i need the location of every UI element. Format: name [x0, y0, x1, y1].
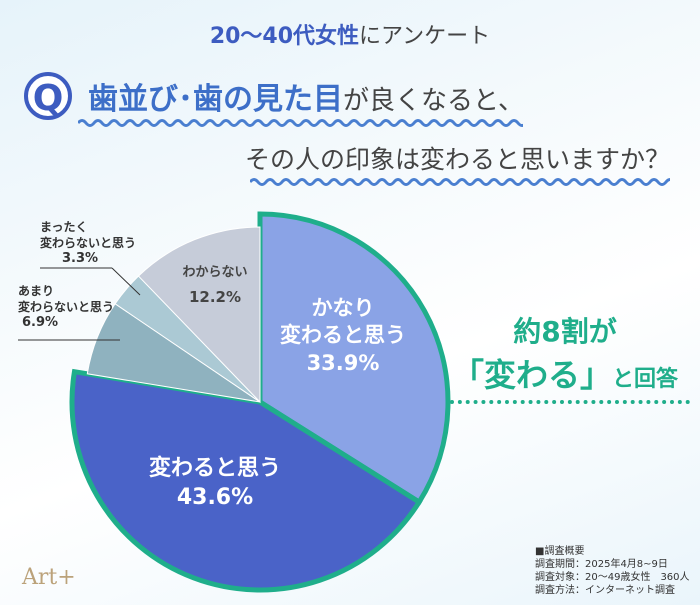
subtitle-rest: にアンケート [359, 24, 491, 49]
survey-subtitle: 20〜40代女性にアンケート [0, 18, 700, 50]
pie-slice [69, 368, 423, 593]
pie-slice [137, 226, 261, 404]
label-line: わからない [182, 265, 248, 280]
slice-label-kawaru: 変わると思う 43.6% [130, 455, 300, 512]
dotted-divider [450, 400, 690, 404]
label-line: 変わらないと思う [40, 235, 137, 250]
survey-summary: ■調査概要調査期間：2025年4月8~9日調査対象：20〜49歳女性 360人調… [535, 545, 690, 597]
slice-value: 3.3% [62, 251, 99, 267]
slice-label-amari: あまり 変わらないと思う 6.9% [18, 284, 114, 332]
label-line: 変わると思う [148, 456, 281, 481]
label-line: 変わると思う [280, 323, 406, 348]
callout-line1: 約8割が [513, 315, 617, 348]
question-line2: その人の印象は変わると思いますか？ [244, 145, 670, 174]
question-rest: が良くなると、 [343, 86, 524, 116]
logo: Art+ [22, 565, 76, 590]
subtitle-highlight: 20〜40代女性 [209, 24, 360, 49]
survey-period: 調査期間：2025年4月8~9日 [535, 559, 668, 570]
survey-target: 調査対象：20〜49歳女性 360人 [535, 572, 690, 583]
question-line1: 歯並び･歯の見た目が良くなると、 [88, 74, 524, 118]
slice-value: 43.6% [176, 484, 254, 510]
slice-label-wakaranai: わからない 12.2% [170, 265, 260, 307]
callout-suffix: と回答 [612, 367, 679, 392]
label-line: まったく [40, 220, 88, 234]
slice-value: 12.2% [188, 287, 242, 306]
label-line: かなり [311, 296, 375, 320]
label-line: 変わらないと思う [18, 299, 115, 314]
callout-emphasis: 「変わる」 [451, 356, 612, 394]
callout: 約8割が 「変わる」と回答 [445, 310, 685, 396]
survey-method: 調査方法：インターネット調査 [535, 585, 675, 596]
wave-underline [250, 178, 670, 186]
slice-label-mattaku: まったく 変わらないと思う 3.3% [40, 220, 136, 268]
question-highlight: 歯並び･歯の見た目 [88, 82, 343, 117]
leader-line [111, 267, 141, 296]
q-icon: Q [24, 72, 72, 120]
wave-underline [78, 119, 523, 127]
slice-label-kanari: かなり変わると思う 33.9% [268, 295, 418, 377]
survey-heading: ■調査概要 [535, 546, 585, 557]
slice-value: 6.9% [22, 315, 59, 331]
slice-value: 33.9% [306, 350, 380, 375]
label-line: あまり [18, 284, 55, 298]
callout-line2: 「変わる」と回答 [445, 350, 685, 396]
